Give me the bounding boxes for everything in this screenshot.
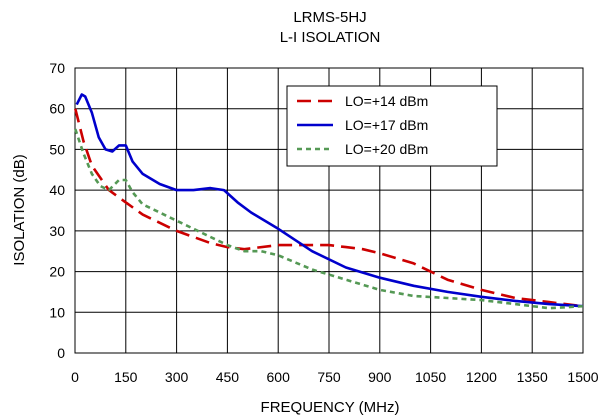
y-tick-label: 70 xyxy=(49,60,65,76)
x-tick-label: 1350 xyxy=(517,369,548,385)
legend-label-3: LO=+20 dBm xyxy=(345,141,428,157)
x-axis-label: FREQUENCY (MHz) xyxy=(261,399,400,416)
x-tick-label: 150 xyxy=(114,369,138,385)
x-tick-label: 0 xyxy=(71,369,79,385)
x-tick-label: 750 xyxy=(317,369,341,385)
y-tick-label: 60 xyxy=(49,101,65,117)
x-tick-label: 450 xyxy=(216,369,240,385)
x-tick-label: 300 xyxy=(165,369,189,385)
y-tick-label: 50 xyxy=(49,141,65,157)
x-tick-label: 1200 xyxy=(466,369,497,385)
series-layer xyxy=(74,93,584,310)
tick-labels: 0 150 300 450 600 750 900 1050 1200 1350 1500 0 10 20… xyxy=(49,60,598,385)
x-tick-label: 600 xyxy=(267,369,291,385)
y-tick-label: 10 xyxy=(49,304,65,320)
series-line-3 xyxy=(74,128,584,310)
y-tick-label: 0 xyxy=(57,345,65,361)
series-line-1 xyxy=(74,108,584,308)
x-tick-label: 900 xyxy=(368,369,392,385)
chart-title: LRMS-5HJ xyxy=(293,9,366,26)
x-tick-label: 1050 xyxy=(415,369,446,385)
legend-label-2: LO=+17 dBm xyxy=(345,117,428,133)
x-tick-label: 1500 xyxy=(567,369,598,385)
series-line-2 xyxy=(75,93,584,308)
chart-subtitle: L-I ISOLATION xyxy=(280,29,381,46)
legend-label-1: LO=+14 dBm xyxy=(345,93,428,109)
plot-area xyxy=(74,67,584,354)
y-tick-label: 40 xyxy=(49,182,65,198)
y-tick-label: 30 xyxy=(49,223,65,239)
y-tick-label: 20 xyxy=(49,264,65,280)
y-axis-label: ISOLATION (dB) xyxy=(11,154,28,265)
legend: LO=+14 dBm LO=+17 dBm LO=+20 dBm xyxy=(286,85,498,167)
